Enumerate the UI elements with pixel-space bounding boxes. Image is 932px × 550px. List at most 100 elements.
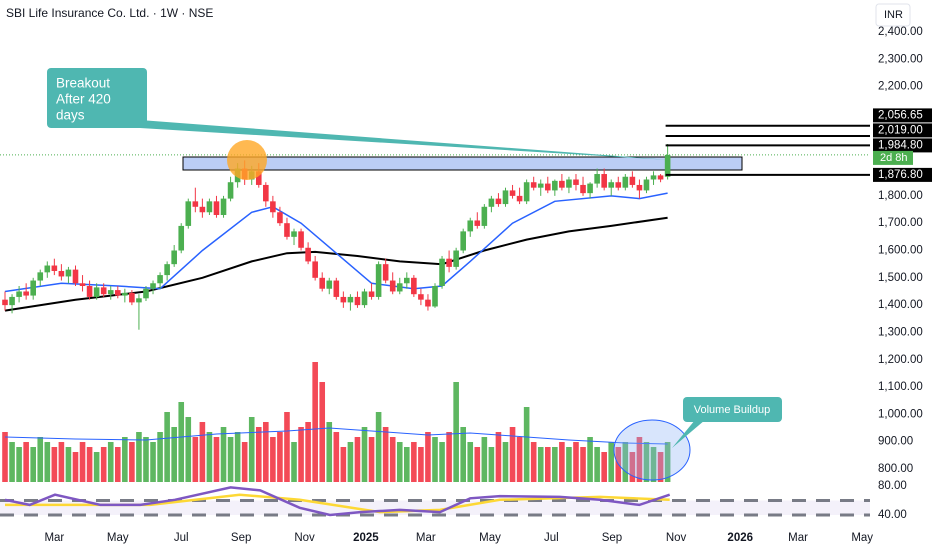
y-tick-label: 800.00 xyxy=(878,463,913,475)
volume-bar xyxy=(474,447,481,482)
volume-bar xyxy=(284,412,290,482)
volume-bar xyxy=(425,432,431,482)
candle-body xyxy=(157,275,163,284)
volume-bar xyxy=(608,442,615,482)
candle-body xyxy=(516,195,523,202)
volume-ma-line xyxy=(4,427,668,445)
candle-body xyxy=(213,201,220,215)
volume-bar xyxy=(411,442,417,482)
candle-body xyxy=(114,290,121,296)
candle-body xyxy=(340,296,347,303)
candle-body xyxy=(566,179,572,188)
volume-callout-text: Volume Buildup xyxy=(694,404,770,416)
volume-bar xyxy=(552,447,558,482)
volume-bar xyxy=(404,447,410,482)
candle-body xyxy=(587,183,593,194)
candle-body xyxy=(629,176,636,185)
volume-bar xyxy=(16,447,22,482)
candle-body xyxy=(523,182,530,202)
level-label-box xyxy=(873,167,932,182)
candle-body xyxy=(298,231,304,248)
volume-bar xyxy=(368,437,375,482)
candle-body xyxy=(164,264,170,276)
volume-bar xyxy=(312,362,318,482)
volume-bar xyxy=(206,432,213,482)
volume-bar xyxy=(643,442,650,482)
candle-body xyxy=(171,250,177,265)
volume-bar xyxy=(298,427,304,482)
volume-bar xyxy=(143,437,149,482)
candle-body xyxy=(199,206,206,213)
candle-body xyxy=(284,223,290,237)
resistance-zone xyxy=(182,156,743,171)
y-tick-label: 900.00 xyxy=(878,436,913,448)
breakout-text: days xyxy=(56,108,85,123)
candle-body xyxy=(227,182,234,199)
candle-body xyxy=(51,265,58,271)
volume-bar xyxy=(439,442,445,482)
volume-bar xyxy=(234,432,241,482)
candle-body xyxy=(136,298,142,303)
candle-body xyxy=(488,198,495,207)
volume-bar xyxy=(333,432,340,482)
x-tick-label: Jul xyxy=(544,532,559,544)
candle-body xyxy=(411,277,417,295)
volume-bar xyxy=(178,402,185,482)
axis-background xyxy=(870,0,932,550)
volume-bar xyxy=(93,452,100,482)
volume-bar xyxy=(488,447,495,482)
level-label: 2,019.00 xyxy=(878,124,923,136)
candle-body xyxy=(100,287,107,295)
candle-body xyxy=(622,176,629,188)
candle-body xyxy=(143,288,149,299)
candle-body xyxy=(580,184,586,194)
candle-body xyxy=(65,269,72,277)
volume-bar xyxy=(587,437,593,482)
candle-body xyxy=(509,190,516,196)
price-axis: INR 2,400.002,300.002,200.002,100.001,80… xyxy=(870,0,932,550)
candle-body xyxy=(650,175,657,180)
volume-bar xyxy=(573,442,579,482)
x-tick-label: Sep xyxy=(231,532,251,544)
breakout-callout xyxy=(47,68,147,128)
candle-body xyxy=(530,182,537,188)
candle-body xyxy=(537,183,544,188)
y-tick-label: 1,800.00 xyxy=(878,190,923,202)
candle-body xyxy=(93,287,100,297)
candle-body xyxy=(129,292,135,303)
volume-pane xyxy=(2,362,671,482)
volume-bar xyxy=(136,432,142,482)
volume-bar xyxy=(171,427,177,482)
volume-bar xyxy=(277,432,283,482)
volume-bar xyxy=(122,437,128,482)
ma50-line xyxy=(4,216,668,312)
rsi-tick-label: 40.00 xyxy=(878,509,907,521)
volume-bar xyxy=(361,427,368,482)
volume-bar xyxy=(30,447,36,482)
candle-body xyxy=(30,280,36,296)
x-tick-label: Nov xyxy=(294,532,315,544)
candle-body xyxy=(396,283,403,292)
volume-bar xyxy=(354,437,361,482)
volume-bar xyxy=(248,417,255,482)
volume-bar xyxy=(255,427,262,482)
volume-bar xyxy=(467,442,474,482)
volume-callout xyxy=(683,397,782,422)
candle-body xyxy=(474,220,481,226)
candle-body xyxy=(361,291,368,306)
volume-bar xyxy=(664,442,671,482)
breakout-arrow xyxy=(140,120,670,160)
y-tick-label: 1,200.00 xyxy=(878,354,923,366)
candle-body xyxy=(368,291,375,297)
candle-body xyxy=(9,296,15,306)
level-label-box xyxy=(873,123,932,138)
volume-bar xyxy=(263,422,269,482)
y-tick-label: 1,700.00 xyxy=(878,217,923,229)
x-tick-label: Nov xyxy=(666,532,687,544)
volume-bar xyxy=(227,437,234,482)
countdown: 2d 8h xyxy=(880,152,908,164)
y-tick-label: 2,300.00 xyxy=(878,53,923,65)
volume-bar xyxy=(566,447,572,482)
volume-bar xyxy=(220,427,227,482)
